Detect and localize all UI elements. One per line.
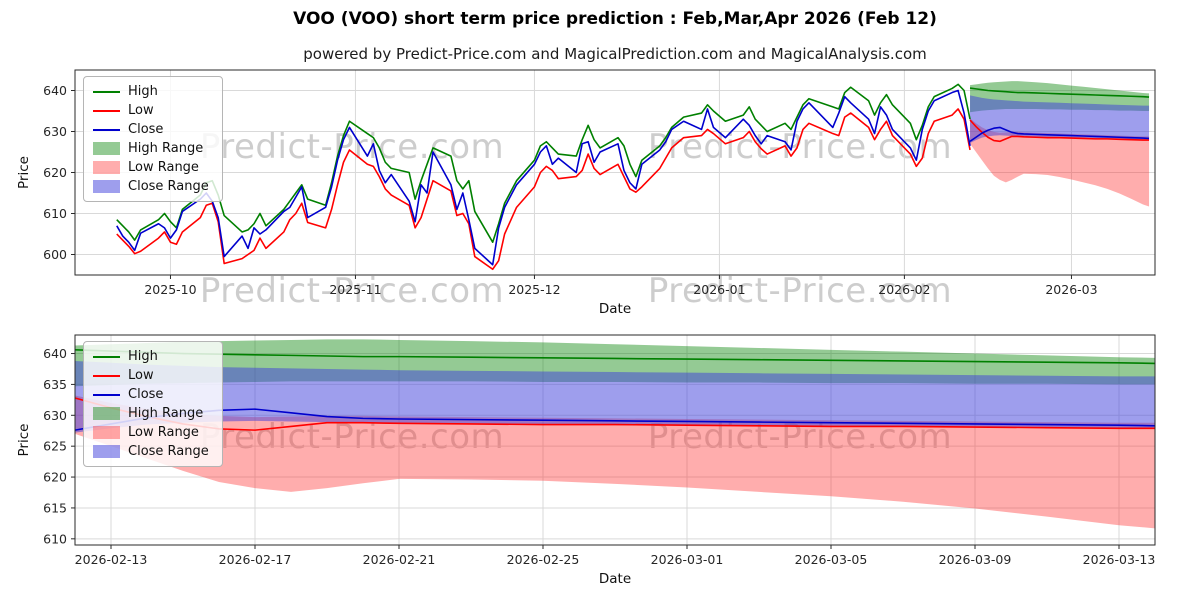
- legend-label: High Range: [128, 141, 204, 156]
- watermark: Predict-Price.com: [647, 271, 953, 311]
- y-tick-label: 630: [43, 124, 67, 139]
- legend-item-close-range: Close Range: [93, 444, 209, 459]
- predicted-close-line: [969, 126, 1150, 142]
- legend-item-high: High: [93, 349, 209, 364]
- legend-patch-swatch: [93, 180, 120, 193]
- high-line: [116, 83, 971, 243]
- x-tick-label: 2026-03-01: [651, 552, 724, 567]
- close-range-band: [75, 360, 1155, 433]
- close-line: [116, 89, 971, 266]
- watermark: Predict-Price.com: [199, 271, 505, 311]
- y-tick-label: 615: [43, 500, 67, 515]
- legend-item-low: Low: [93, 103, 209, 118]
- legend-item-close: Close: [93, 122, 209, 137]
- legend-history-chart: High Low Close High Range Low Range Close Ran…: [83, 76, 223, 202]
- legend-line-swatch: [93, 374, 120, 377]
- chart-title: VOO (VOO) short term price prediction : …: [293, 9, 937, 29]
- close-range-band: [970, 95, 1150, 143]
- legend-patch-swatch: [93, 407, 120, 420]
- legend-item-high: High: [93, 84, 209, 99]
- watermark: Predict-Price.com: [199, 127, 505, 167]
- legend-forecast-chart: High Low Close High Range Low Range Close Ran…: [83, 341, 223, 467]
- x-tick-label: 2026-02-17: [219, 552, 292, 567]
- chart-subtitle: powered by Predict-Price.com and Magical…: [303, 45, 927, 63]
- x-tick-label: 2025-12: [508, 282, 560, 297]
- legend-label: High Range: [128, 406, 204, 421]
- x-axis-label: Date: [599, 571, 631, 587]
- legend-line-swatch: [93, 109, 120, 112]
- plot-frame: [74, 334, 1156, 546]
- history-chart: 600 610 620 630 640 2025-10 2025-11 2025-12 2026…: [16, 69, 1156, 317]
- y-axis-label: Price: [16, 156, 32, 189]
- legend-item-high-range: High Range: [93, 141, 209, 156]
- x-tick-label: 2026-02-21: [363, 552, 436, 567]
- legend-item-high-range: High Range: [93, 406, 209, 421]
- legend-item-low-range: Low Range: [93, 425, 209, 440]
- legend-item-low: Low: [93, 368, 209, 383]
- x-tick-label: 2026-02-13: [75, 552, 148, 567]
- low-range-band: [75, 395, 1155, 529]
- x-tick-label: 2026-03-13: [1083, 552, 1156, 567]
- y-tick-label: 620: [43, 165, 67, 180]
- y-tick-label: 630: [43, 408, 67, 423]
- legend-label: High: [128, 84, 158, 99]
- legend-patch-swatch: [93, 142, 120, 155]
- legend-label: Low Range: [128, 425, 199, 440]
- legend-patch-swatch: [93, 161, 120, 174]
- predicted-low-line: [969, 119, 1150, 143]
- legend-patch-swatch: [93, 426, 120, 439]
- low-line: [116, 108, 971, 271]
- x-axis-label: Date: [599, 301, 631, 317]
- legend-item-close: Close: [93, 387, 209, 402]
- y-axis-label: Price: [16, 424, 32, 457]
- y-tick-label: 625: [43, 439, 67, 454]
- legend-label: Close: [128, 122, 164, 137]
- forecast-chart: 610 615 620 625 630 635 640 2026-02-13 2026-02-1…: [16, 334, 1156, 587]
- x-tick-label: 2026-02-25: [507, 552, 580, 567]
- legend-label: High: [128, 349, 158, 364]
- legend-label: Close Range: [128, 179, 209, 194]
- y-tick-label: 640: [43, 83, 67, 98]
- legend-label: Close: [128, 387, 164, 402]
- y-tick-label: 620: [43, 470, 67, 485]
- legend-item-close-range: Close Range: [93, 179, 209, 194]
- legend-line-swatch: [93, 355, 120, 358]
- y-tick-label: 610: [43, 206, 67, 221]
- legend-line-swatch: [93, 90, 120, 93]
- legend-label: Low: [128, 368, 154, 383]
- x-tick-label: 2026-03-05: [795, 552, 868, 567]
- y-tick-label: 610: [43, 531, 67, 546]
- legend-line-swatch: [93, 393, 120, 396]
- legend-label: Low Range: [128, 160, 199, 175]
- x-tick-label: 2026-03: [1045, 282, 1097, 297]
- x-tick-label: 2025-10: [144, 282, 196, 297]
- legend-item-low-range: Low Range: [93, 160, 209, 175]
- predicted-high-line: [969, 87, 1150, 98]
- x-tick-label: 2026-03-09: [939, 552, 1012, 567]
- legend-patch-swatch: [93, 445, 120, 458]
- legend-label: Low: [128, 103, 154, 118]
- legend-label: Close Range: [128, 444, 209, 459]
- y-tick-label: 635: [43, 377, 67, 392]
- legend-line-swatch: [93, 128, 120, 131]
- y-tick-label: 640: [43, 346, 67, 361]
- x-tick-label: 2026-02: [878, 282, 930, 297]
- low-range-band: [970, 118, 1150, 207]
- x-tick-label: 2025-11: [329, 282, 381, 297]
- x-tick-label: 2026-01: [693, 282, 745, 297]
- watermark: Predict-Price.com: [647, 127, 953, 167]
- y-tick-label: 600: [43, 247, 67, 262]
